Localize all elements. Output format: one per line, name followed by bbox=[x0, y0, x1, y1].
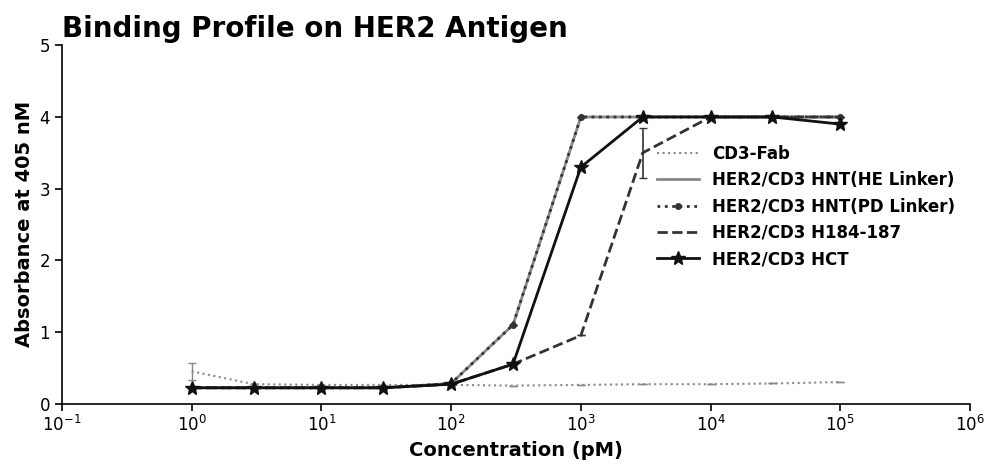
X-axis label: Concentration (pM): Concentration (pM) bbox=[409, 441, 623, 460]
Text: Binding Profile on HER2 Antigen: Binding Profile on HER2 Antigen bbox=[62, 15, 568, 43]
Y-axis label: Absorbance at 405 nM: Absorbance at 405 nM bbox=[15, 101, 34, 348]
Legend: CD3-Fab, HER2/CD3 HNT(HE Linker), HER2/CD3 HNT(PD Linker), HER2/CD3 H184-187, HE: CD3-Fab, HER2/CD3 HNT(HE Linker), HER2/C… bbox=[650, 138, 962, 275]
